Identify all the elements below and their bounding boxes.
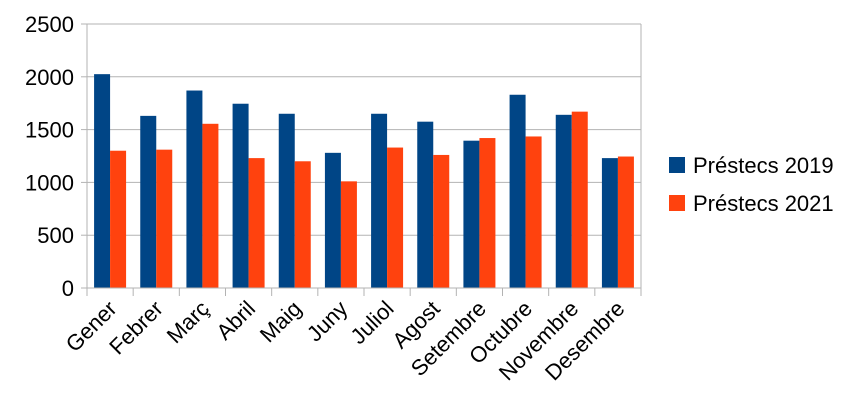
bar-series2-11: [617, 156, 634, 288]
bar-series1-7: [417, 121, 434, 289]
bar-series1-4: [278, 113, 295, 288]
bar-series2-7: [433, 154, 450, 288]
x-tick-label: Juny: [302, 296, 353, 347]
x-tick-label: Juliol: [345, 296, 398, 349]
bar-series2-4: [294, 161, 311, 288]
bar-series1-10: [555, 114, 572, 288]
y-tick-labels: 0 500 1000 1500 2000 2500: [25, 12, 74, 301]
legend-label: Préstecs 2019: [693, 153, 834, 178]
bar-series1-6: [371, 113, 388, 288]
bar-series1-11: [601, 158, 618, 288]
bar-series2-6: [387, 147, 404, 288]
y-tick-label: 1000: [25, 170, 74, 195]
bar-series2-10: [571, 111, 588, 288]
bar-series1-1: [140, 115, 157, 288]
bar-series2-1: [156, 149, 173, 288]
legend: Préstecs 2019 Préstecs 2021: [669, 153, 834, 216]
bars: [94, 74, 634, 289]
y-tick-label: 2500: [25, 12, 74, 37]
bar-series1-9: [509, 94, 526, 288]
x-tick-labels: GenerFebrerMarçAbrilMaigJunyJuliolAgostS…: [61, 296, 630, 385]
bar-series1-3: [232, 103, 249, 288]
bar-series2-2: [202, 123, 219, 289]
y-tick-label: 2000: [25, 65, 74, 90]
legend-label: Préstecs 2021: [693, 191, 834, 216]
bar-series2-8: [479, 138, 496, 288]
x-tick-label: Abril: [211, 296, 260, 345]
bar-series1-2: [186, 90, 203, 288]
y-tick-label: 0: [62, 276, 74, 301]
bar-series2-3: [248, 158, 265, 288]
legend-swatch: [669, 195, 685, 211]
y-tick-label: 500: [37, 223, 74, 248]
bar-series2-0: [110, 150, 127, 288]
bar-series1-8: [463, 140, 480, 288]
x-tick-label: Febrer: [104, 296, 167, 359]
bar-series1-0: [94, 74, 111, 288]
bar-series1-5: [324, 152, 341, 288]
y-tick-label: 1500: [25, 118, 74, 143]
x-tick-label: Maig: [255, 296, 306, 347]
axes: [81, 23, 642, 296]
bar-series2-9: [525, 136, 542, 288]
x-tick-label: Març: [162, 296, 214, 348]
legend-swatch: [669, 157, 685, 173]
bar-series2-5: [340, 181, 357, 288]
